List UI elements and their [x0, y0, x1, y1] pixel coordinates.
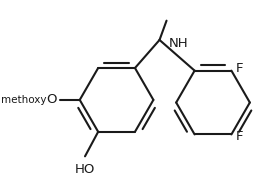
Text: methoxy: methoxy [1, 95, 46, 105]
Text: F: F [236, 130, 243, 143]
Text: NH: NH [169, 37, 189, 50]
Text: F: F [236, 62, 243, 75]
Text: O: O [46, 93, 57, 106]
Text: HO: HO [75, 163, 95, 176]
